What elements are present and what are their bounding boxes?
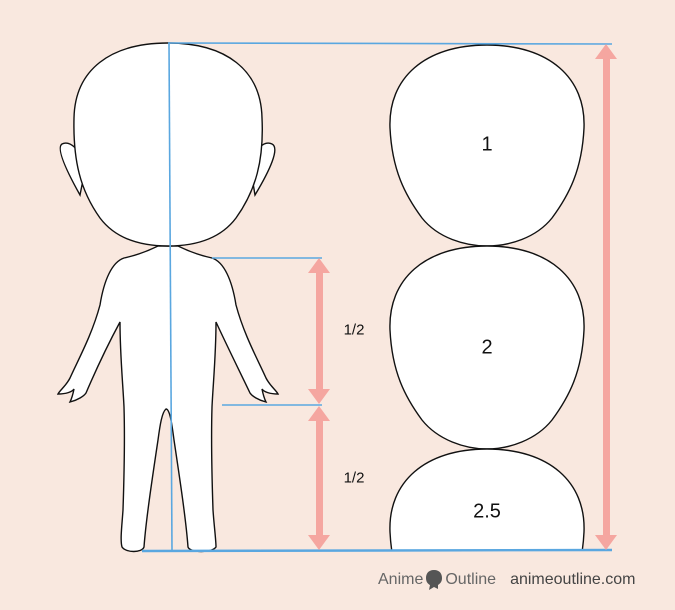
chibi-body — [56, 245, 280, 553]
head-label-1: 1 — [481, 133, 493, 156]
footer-credit: Anime Outline animeoutline.com — [378, 569, 635, 591]
center-guide — [168, 42, 173, 552]
bottom-guide — [141, 548, 613, 553]
brand-head-icon — [426, 570, 443, 590]
brand-name-left: Anime — [378, 571, 424, 588]
head-label-3: 2.5 — [473, 500, 501, 523]
site-url[interactable]: animeoutline.com — [510, 571, 636, 588]
full-height-arrow — [595, 44, 617, 550]
chibi-character — [56, 42, 280, 553]
head-stack — [389, 44, 585, 550]
upper-half-arrow — [308, 258, 330, 404]
brand-name-right: Outline — [445, 571, 497, 588]
head-label-2: 2 — [481, 336, 493, 359]
upper-fraction-label: 1/2 — [343, 321, 365, 339]
lower-fraction-label: 1/2 — [343, 469, 365, 487]
lower-half-arrow — [308, 406, 330, 550]
top-guide — [167, 42, 613, 45]
measure-arrows — [308, 44, 617, 550]
guide-lines — [141, 42, 613, 553]
head-shape-3 — [389, 448, 585, 550]
chibi-head — [73, 42, 263, 247]
